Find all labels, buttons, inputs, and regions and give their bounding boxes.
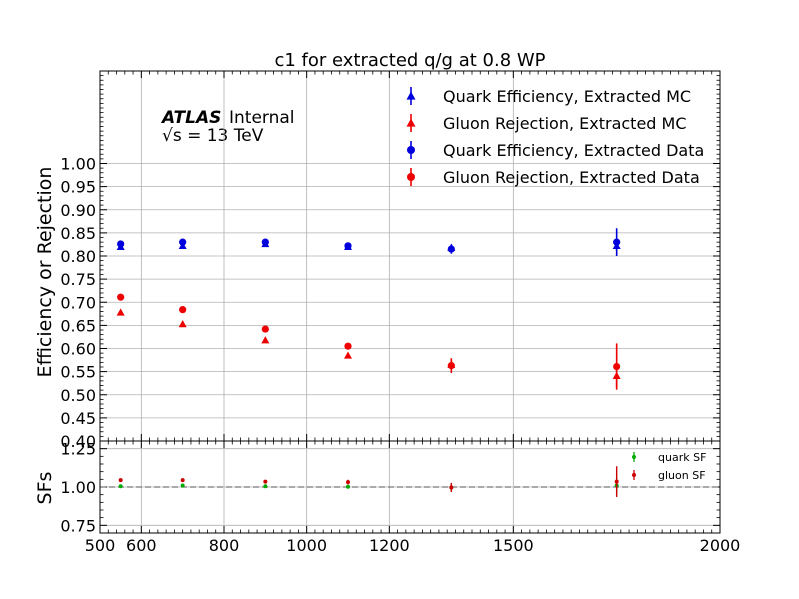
legend-marker — [406, 118, 416, 127]
data-point — [179, 306, 187, 314]
x-tick-label: 1000 — [286, 536, 327, 555]
atlas-sub-label: Internal — [229, 108, 295, 128]
series-3 — [117, 293, 621, 390]
x-tick-label: 1500 — [493, 536, 534, 555]
top-y-tick-labels: 0.40 0.45 0.50 0.55 0.60 0.65 0.70 0.75 0.80 0.85… — [60, 155, 96, 452]
bottom-y-tick-labels: 0.75 1.00 1.25 — [60, 440, 96, 536]
data-point — [180, 483, 185, 488]
legend-entry: Gluon Rejection, Extracted MC — [406, 114, 687, 133]
top-y-tick-label: 0.65 — [60, 316, 96, 335]
energy-label: √s = 13 TeV — [162, 126, 264, 146]
top-y-tick-label: 0.60 — [60, 340, 96, 359]
top-series — [116, 228, 621, 390]
top-legend: Quark Efficiency, Extracted MC Gluon Reje… — [406, 87, 704, 187]
legend-marker — [632, 455, 636, 459]
data-point — [613, 362, 621, 371]
top-y-axis-title: Efficiency or Rejection — [34, 167, 56, 378]
legend-label: gluon SF — [658, 469, 706, 482]
bottom-series — [118, 466, 619, 497]
data-point — [116, 308, 125, 316]
top-y-tick-label: 0.40 — [60, 432, 96, 451]
legend-marker — [407, 173, 415, 181]
bottom-ticks — [99, 441, 721, 533]
sf-legend-entry: quark SF — [632, 451, 706, 464]
legend-label: Quark Efficiency, Extracted MC — [443, 87, 691, 106]
data-point — [344, 342, 352, 350]
sf-series-1 — [118, 466, 619, 497]
data-point — [346, 484, 350, 489]
legend-label: Quark Efficiency, Extracted Data — [443, 141, 704, 160]
data-point — [261, 336, 270, 344]
data-point — [118, 478, 123, 483]
series-0 — [116, 239, 621, 251]
legend-entry: Quark Efficiency, Extracted Data — [407, 141, 704, 160]
bottom-y-tick-label: 0.75 — [60, 516, 96, 535]
top-y-tick-label: 0.70 — [60, 293, 96, 312]
legend-entry: Gluon Rejection, Extracted Data — [407, 168, 700, 187]
top-ticks — [99, 71, 721, 442]
legend-label: Gluon Rejection, Extracted MC — [443, 114, 687, 133]
top-y-tick-label: 0.85 — [60, 224, 96, 243]
bottom-y-axis-title: SFs — [34, 472, 56, 505]
top-y-tick-label: 0.80 — [60, 247, 96, 266]
data-point — [614, 479, 619, 484]
top-y-tick-label: 0.45 — [60, 409, 96, 428]
top-y-tick-label: 0.95 — [60, 178, 96, 197]
chart-title: c1 for extracted q/g at 0.8 WP — [274, 50, 545, 71]
legend-label: Gluon Rejection, Extracted Data — [443, 168, 700, 187]
legend-label: quark SF — [658, 451, 706, 464]
data-point — [180, 478, 185, 483]
data-point — [117, 293, 125, 301]
atlas-label-group: ATLAS Internal √s = 13 TeV — [160, 108, 295, 146]
data-point — [178, 319, 187, 328]
data-point — [447, 362, 455, 370]
top-y-tick-label: 1.00 — [60, 155, 96, 174]
x-tick-label: 600 — [126, 536, 157, 555]
data-point — [117, 240, 125, 248]
top-grid — [99, 71, 721, 442]
data-point — [261, 325, 269, 333]
legend-entry: Quark Efficiency, Extracted MC — [406, 87, 691, 106]
data-point — [447, 245, 455, 253]
data-point — [346, 480, 350, 485]
sf-series-0 — [118, 477, 619, 494]
top-y-tick-label: 0.90 — [60, 201, 96, 220]
legend-marker — [406, 91, 416, 100]
top-y-tick-label: 0.50 — [60, 386, 96, 405]
x-tick-label: 800 — [209, 536, 240, 555]
x-tick-label: 1200 — [369, 536, 410, 555]
data-point — [449, 485, 454, 490]
data-point — [261, 238, 269, 246]
legend-marker — [632, 473, 636, 477]
data-point — [263, 479, 268, 484]
top-y-tick-label: 0.55 — [60, 363, 96, 382]
data-point — [344, 242, 352, 250]
top-y-tick-label: 0.75 — [60, 270, 96, 289]
bottom-panel-frame — [99, 440, 721, 534]
x-tick-label: 500 — [85, 536, 116, 555]
bottom-y-tick-label: 1.00 — [60, 478, 96, 497]
series-1 — [116, 308, 621, 388]
legend-marker — [407, 146, 415, 154]
x-tick-labels: 500 600 800 1000 1200 1500 2000 — [85, 536, 741, 555]
series-2 — [117, 228, 621, 256]
data-point — [263, 484, 268, 489]
data-point — [613, 238, 621, 246]
data-point — [118, 484, 123, 489]
sf-legend-entry: gluon SF — [632, 469, 706, 482]
bottom-legend: quark SF gluon SF — [632, 451, 706, 482]
bottom-y-tick-label: 1.25 — [60, 440, 96, 459]
data-point — [344, 351, 352, 359]
data-point — [179, 238, 187, 246]
atlas-label: ATLAS — [160, 108, 221, 128]
x-tick-label: 2000 — [700, 536, 741, 555]
